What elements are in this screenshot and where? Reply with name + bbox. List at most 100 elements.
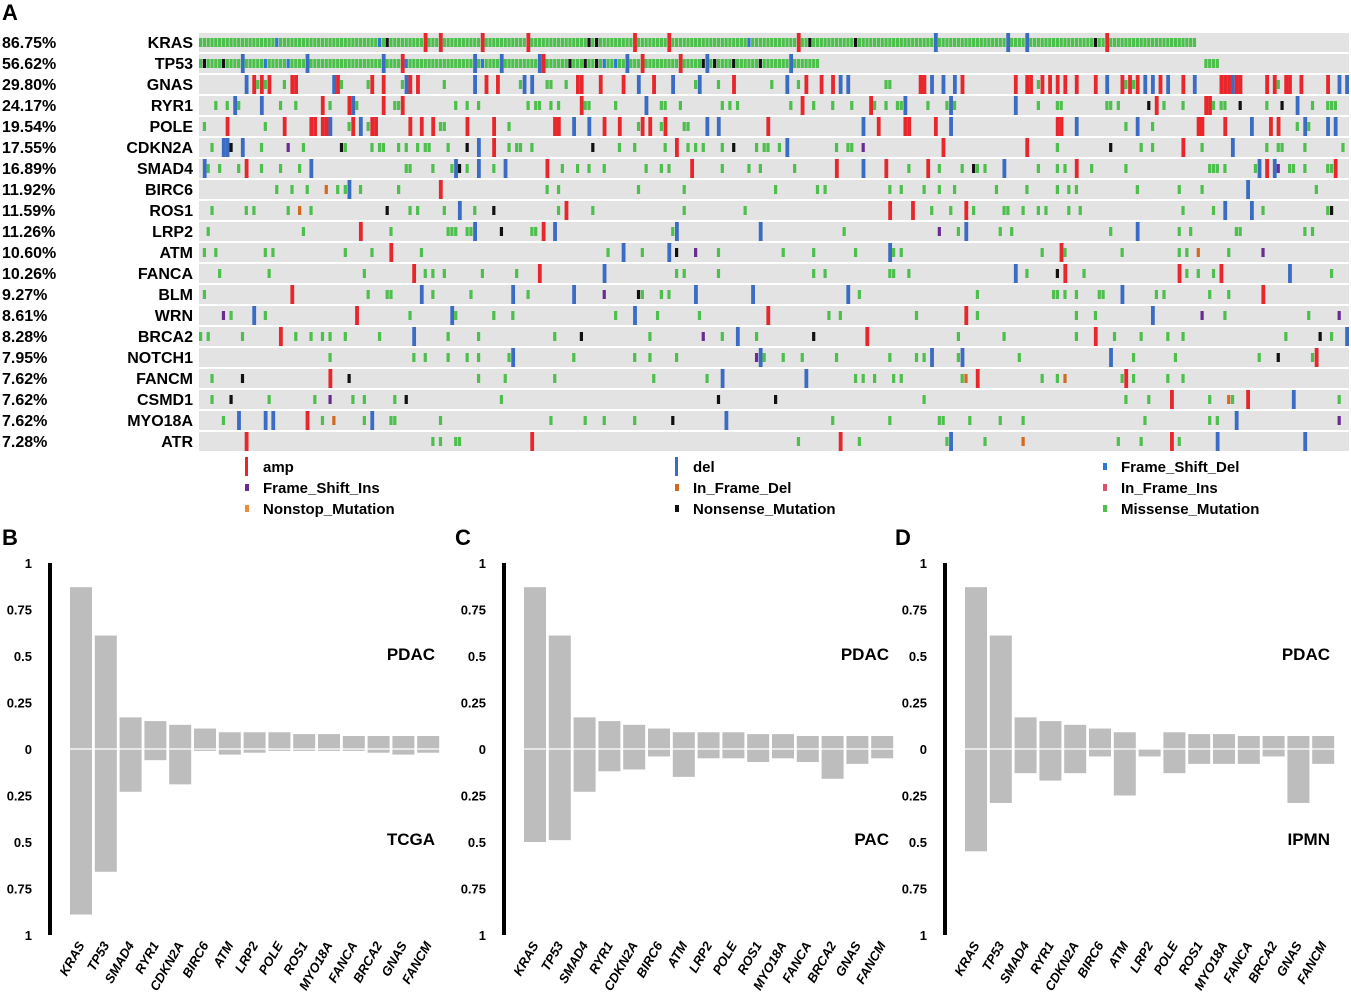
oncoprint-cell-missense-mutation	[1341, 143, 1345, 152]
oncoprint-cell-del	[587, 117, 592, 136]
oncoprint-row-atr	[199, 432, 1349, 451]
bar-bottom-myo18a	[772, 749, 794, 759]
oncoprint-cell-amp	[244, 432, 249, 451]
oncoprint-cell-missense-mutation	[427, 59, 431, 68]
oncoprint-cell-del	[419, 285, 424, 304]
oncoprint-cell-missense-mutation	[229, 38, 233, 47]
oncoprint-cell-amp	[1219, 75, 1224, 94]
oncoprint-cell-missense-mutation	[667, 290, 671, 299]
oncoprint-cell-missense-mutation	[598, 38, 603, 47]
oncoprint-cell-missense-mutation	[282, 80, 286, 89]
oncoprint-cell-missense-mutation	[682, 59, 686, 68]
oncoprint-cell-missense-mutation	[320, 416, 325, 425]
oncoprint-cell-amp	[1074, 159, 1079, 178]
oncoprint-cell-missense-mutation	[1326, 206, 1330, 215]
panel-letter-b: B	[2, 525, 18, 550]
oncoprint-cell-amp	[347, 96, 352, 115]
oncoprint-cell-missense-mutation	[686, 143, 690, 152]
oncoprint-cell-missense-mutation	[1124, 80, 1128, 89]
oncoprint-cell-missense-mutation	[214, 248, 218, 257]
y-tick-label: 0.75	[7, 882, 32, 897]
oncoprint-cell-del	[941, 75, 946, 94]
oncoprint-cell-missense-mutation	[720, 164, 724, 173]
oncoprint-cell-missense-mutation	[842, 38, 846, 47]
oncoprint-cell-missense-mutation	[1253, 164, 1258, 173]
oncoprint-panel: 86.75% KRAS 56.62% TP53 29.80% GNAS 24.17% RYR1…	[2, 32, 1349, 451]
oncoprint-cell-missense-mutation	[442, 80, 446, 89]
oncoprint-cell-del	[1135, 117, 1140, 136]
oncoprint-cell-missense-mutation	[648, 59, 652, 68]
oncoprint-cell-missense-mutation	[1170, 38, 1174, 47]
oncoprint-cell-missense-mutation	[1211, 164, 1216, 173]
oncoprint-cell-missense-mutation	[1055, 374, 1059, 383]
oncoprint-cell-missense-mutation	[697, 311, 702, 320]
oncoprint-cell-missense-mutation	[412, 59, 416, 68]
oncoprint-cell-del	[259, 96, 264, 115]
oncoprint-cell-nonsense-mutation	[595, 59, 599, 68]
cohort-label-bottom: TCGA	[387, 830, 435, 849]
oncoprint-cell-del	[705, 54, 710, 73]
bar-top-atm	[672, 732, 695, 749]
oncoprint-cell-amp	[1048, 75, 1052, 94]
oncoprint-cell-amp	[617, 117, 622, 136]
oncoprint-cell-missense-mutation	[1116, 38, 1120, 47]
oncoprint-cell-missense-mutation	[1074, 38, 1079, 47]
oncoprint-cell-del	[633, 306, 637, 325]
bar-bottom-gnas	[1287, 749, 1310, 803]
oncoprint-cell-missense-mutation	[815, 185, 820, 194]
oncoprint-cell-missense-mutation	[1185, 269, 1189, 278]
oncoprint-cell-amp	[1272, 75, 1277, 94]
oncoprint-cell-missense-mutation	[766, 59, 770, 68]
oncoprint-cell-nonsense-mutation	[221, 59, 226, 68]
oncoprint-cell-missense-mutation	[682, 122, 686, 131]
legend-label: amp	[263, 459, 294, 476]
oncoprint-cell-nonsense-mutation	[732, 59, 736, 68]
oncoprint-cell-missense-mutation	[237, 101, 241, 110]
oncoprint-cell-amp	[492, 117, 497, 136]
oncoprint-cell-nonsense-mutation	[347, 374, 351, 383]
oncoprint-cell-missense-mutation	[416, 38, 420, 47]
oncoprint-cell-missense-mutation	[697, 38, 702, 47]
y-tick-label: 0.25	[902, 696, 927, 711]
bar-top-fancm	[1312, 735, 1335, 749]
oncoprint-cell-missense-mutation	[343, 38, 347, 47]
oncoprint-cell-del	[720, 369, 725, 388]
oncoprint-cell-missense-mutation	[648, 38, 652, 47]
oncoprint-cell-missense-mutation	[716, 59, 721, 68]
bar-top-smad4	[1014, 717, 1037, 749]
oncoprint-cell-nonsense-mutation	[1147, 101, 1151, 110]
oncoprint-cell-amp	[1154, 96, 1159, 115]
oncoprint-cell-missense-mutation	[488, 59, 492, 68]
oncoprint-cell-del	[522, 75, 527, 94]
oncoprint-cell-missense-mutation	[225, 38, 229, 47]
cohort-label-top: PDAC	[841, 645, 889, 664]
oncoprint-cell-missense-mutation	[926, 101, 930, 110]
oncoprint-cell-missense-mutation	[1173, 38, 1178, 47]
oncoprint-cell-missense-mutation	[762, 59, 766, 68]
oncoprint-cell-missense-mutation	[210, 59, 214, 68]
oncoprint-cell-amp	[1059, 117, 1064, 136]
oncoprint-cell-missense-mutation	[256, 59, 260, 68]
oncoprint-cell-amp	[975, 369, 980, 388]
oncoprint-cell-missense-mutation	[336, 59, 340, 68]
oncoprint-frequency-label: 7.95%	[2, 350, 47, 367]
oncoprint-cell-missense-mutation	[1063, 38, 1067, 47]
oncoprint-cell-missense-mutation	[812, 248, 816, 257]
panel-b-bar-chart: 10.750.50.2500.250.50.751KRASTP53SMAD4RY…	[7, 556, 442, 993]
oncoprint-cell-missense-mutation	[320, 59, 325, 68]
oncoprint-cell-nonsense-mutation	[674, 248, 679, 257]
oncoprint-cell-amp	[1135, 75, 1140, 94]
oncoprint-cell-del	[1143, 75, 1148, 94]
oncoprint-cell-missense-mutation	[252, 59, 256, 68]
oncoprint-cell-frame-shift-ins	[221, 311, 226, 320]
oncoprint-cell-missense-mutation	[716, 248, 721, 257]
oncoprint-cell-missense-mutation	[465, 101, 469, 110]
oncoprint-cell-missense-mutation	[743, 38, 747, 47]
oncoprint-cell-del	[1025, 33, 1030, 52]
oncoprint-cell-missense-mutation	[416, 143, 420, 152]
oncoprint-cell-missense-mutation	[678, 101, 683, 110]
oncoprint-cell-missense-mutation	[294, 59, 298, 68]
x-category-label: KRAS	[510, 939, 542, 979]
oncoprint-cell-missense-mutation	[636, 185, 641, 194]
oncoprint-cell-missense-mutation	[301, 227, 306, 236]
